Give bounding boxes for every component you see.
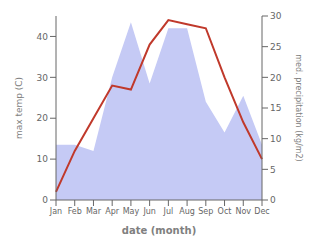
svg-text:May: May <box>123 207 140 216</box>
svg-text:Feb: Feb <box>68 207 82 216</box>
svg-text:0: 0 <box>270 195 276 205</box>
svg-text:Sep: Sep <box>198 207 213 216</box>
svg-text:15: 15 <box>270 103 281 113</box>
svg-text:Nov: Nov <box>235 207 251 216</box>
svg-text:20: 20 <box>37 113 49 123</box>
svg-text:Dec: Dec <box>254 207 269 216</box>
svg-text:Jul: Jul <box>163 207 174 216</box>
svg-text:10: 10 <box>270 134 282 144</box>
svg-text:30: 30 <box>270 11 282 21</box>
svg-text:Oct: Oct <box>218 207 232 216</box>
svg-text:Jan: Jan <box>49 207 62 216</box>
svg-text:25: 25 <box>270 42 281 52</box>
svg-text:Jun: Jun <box>142 207 156 216</box>
svg-text:Apr: Apr <box>105 207 120 216</box>
svg-text:Mar: Mar <box>86 207 102 216</box>
svg-text:0: 0 <box>42 195 48 205</box>
svg-text:20: 20 <box>270 73 282 83</box>
svg-text:med. precipitation (kg/m2): med. precipitation (kg/m2) <box>294 54 303 161</box>
svg-text:30: 30 <box>37 73 49 83</box>
svg-text:5: 5 <box>270 165 276 175</box>
svg-text:max temp (C): max temp (C) <box>14 77 24 139</box>
svg-text:40: 40 <box>37 32 49 42</box>
svg-text:Aug: Aug <box>179 207 195 216</box>
svg-text:date (month): date (month) <box>122 225 196 236</box>
svg-text:10: 10 <box>37 154 49 164</box>
